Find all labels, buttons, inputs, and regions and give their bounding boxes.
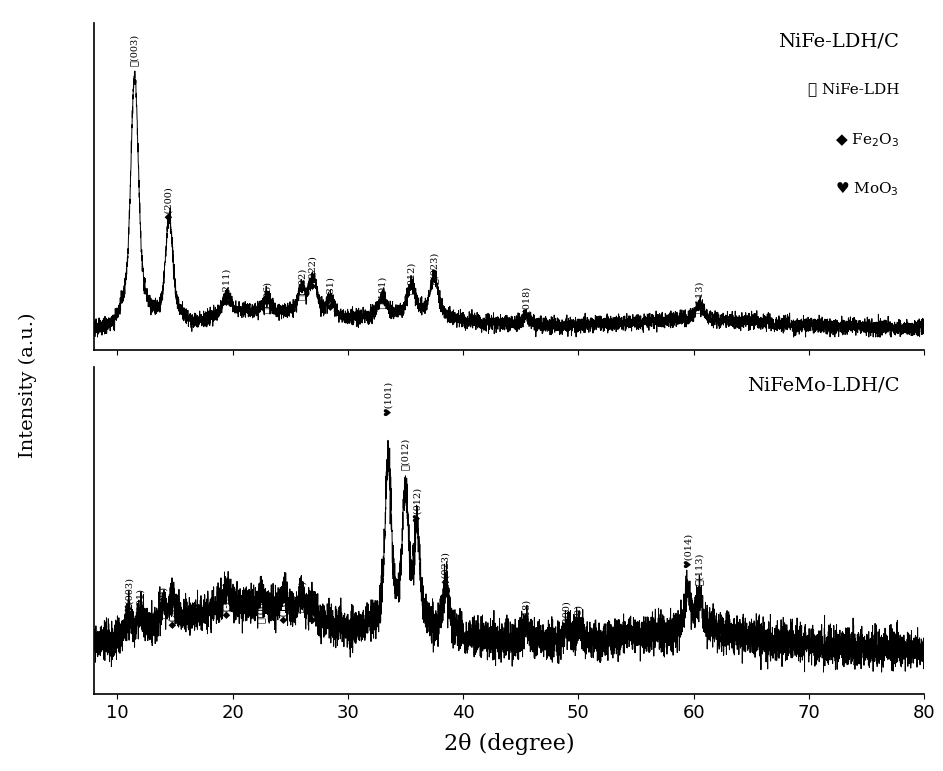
Text: ◆(023): ◆(023) xyxy=(441,551,451,585)
Text: ♥(101): ♥(101) xyxy=(384,381,392,416)
X-axis label: 2θ (degree): 2θ (degree) xyxy=(444,732,574,755)
Text: ☘(200): ☘(200) xyxy=(159,585,168,618)
Text: ☘(006): ☘(006) xyxy=(256,591,266,623)
Text: ◆ Fe$_2$O$_3$: ◆ Fe$_2$O$_3$ xyxy=(835,131,900,149)
Text: ◆(10-1): ◆(10-1) xyxy=(280,586,289,623)
Text: ☘(202): ☘(202) xyxy=(297,268,306,300)
Text: ◆(200): ◆(200) xyxy=(168,594,177,628)
Text: ☘(018): ☘(018) xyxy=(522,286,531,318)
Text: ♥(012): ♥(012) xyxy=(412,487,422,522)
Text: ☘(012): ☘(012) xyxy=(401,438,410,470)
Text: ◆(-211): ◆(-211) xyxy=(223,581,231,618)
Text: ☘(023): ☘(023) xyxy=(430,251,438,284)
Text: ◆(-211): ◆(-211) xyxy=(223,268,231,305)
Text: ☘(003): ☘(003) xyxy=(130,34,140,66)
Text: ♥(003): ♥(003) xyxy=(124,577,133,612)
Text: ♥(001): ♥(001) xyxy=(136,588,145,623)
Text: ☘(012): ☘(012) xyxy=(406,262,416,295)
Text: ☘ NiFe-LDH: ☘ NiFe-LDH xyxy=(808,82,900,96)
Text: ◆(200): ◆(200) xyxy=(562,600,571,634)
Text: ☘(113): ☘(113) xyxy=(695,281,703,313)
Text: ☘(101): ☘(101) xyxy=(378,275,387,308)
Text: ☘(018): ☘(018) xyxy=(522,599,531,631)
Text: Intensity (a.u.): Intensity (a.u.) xyxy=(19,313,38,458)
Text: ☘(113): ☘(113) xyxy=(695,553,703,585)
Text: ♥(014): ♥(014) xyxy=(684,534,692,568)
Text: NiFeMo-LDH/C: NiFeMo-LDH/C xyxy=(747,376,900,395)
Text: ♥(020): ♥(020) xyxy=(574,604,583,639)
Text: NiFe-LDH/C: NiFe-LDH/C xyxy=(778,33,900,51)
Text: ◆(200): ◆(200) xyxy=(165,187,174,220)
Text: ◆(022): ◆(022) xyxy=(308,589,318,623)
Text: ☘(006): ☘(006) xyxy=(263,281,272,313)
Text: ♥ MoO$_3$: ♥ MoO$_3$ xyxy=(835,180,900,198)
Text: ☘(202): ☘(202) xyxy=(297,580,306,612)
Text: ◆(022): ◆(022) xyxy=(308,255,318,289)
Text: ◆(031): ◆(031) xyxy=(326,277,335,311)
